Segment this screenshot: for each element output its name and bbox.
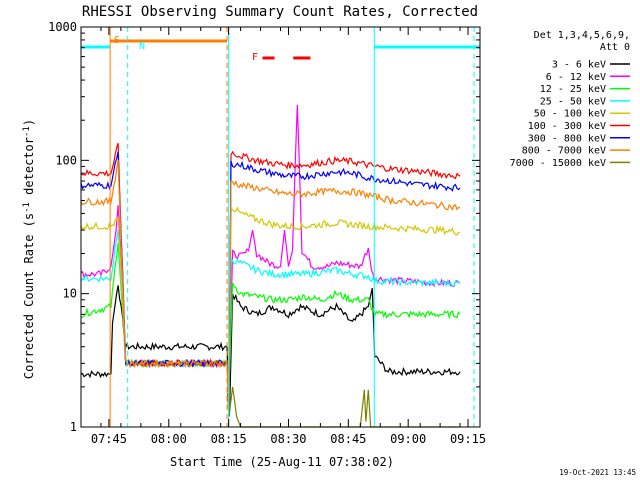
series-line-7000-15000-kev [226, 386, 460, 428]
legend-label-100-300-kev: 100 - 300 keV [528, 121, 606, 132]
x-tick-label-08:30: 08:30 [270, 432, 306, 446]
x-tick-label-08:00: 08:00 [151, 432, 187, 446]
series-line-3-6-kev [80, 285, 461, 417]
series-line-25-50-kev [80, 229, 461, 400]
y-label-part-2: detector [22, 137, 36, 202]
x-tick-label-07:45: 07:45 [91, 432, 127, 446]
y-label-part-3: ) [22, 119, 36, 126]
y-label-exp-1: -1 [22, 202, 32, 213]
series-line-50-100-kev [80, 206, 461, 404]
series-line-6-12-kev [80, 104, 461, 394]
y-tick-label-10: 10 [63, 287, 77, 301]
legend-header-2: Att 0 [600, 42, 630, 53]
x-tick-label-09:15: 09:15 [450, 432, 486, 446]
y-tick-label-1: 1 [70, 420, 77, 434]
legend-label-7000-15000-kev: 7000 - 15000 keV [510, 158, 606, 169]
series-lines [80, 104, 461, 428]
y-tick-label-1000: 1000 [48, 20, 77, 34]
series-line-12-25-kev [80, 243, 461, 387]
legend-label-12-25-kev: 12 - 25 keV [540, 84, 606, 95]
legend-label-3-6-kev: 3 - 6 keV [552, 60, 606, 71]
legend-label-6-12-kev: 6 - 12 keV [546, 72, 606, 83]
annotation-n: N [139, 41, 145, 52]
series-line-800-7000-kev [80, 159, 461, 408]
chart-title: RHESSI Observing Summary Count Rates, Co… [82, 4, 478, 20]
legend-label-50-100-kev: 50 - 100 keV [534, 109, 606, 120]
annotation-f: F [252, 52, 258, 63]
y-label-exp-2: -1 [22, 126, 32, 137]
legend-label-25-50-kev: 25 - 50 keV [540, 96, 606, 107]
annotation-s: S [114, 35, 120, 46]
x-tick-label-08:15: 08:15 [211, 432, 247, 446]
y-tick-label-100: 100 [55, 153, 77, 167]
series-line-100-300-kev [80, 142, 461, 408]
legend-header-1: Det 1,3,4,5,6,9, [534, 30, 630, 41]
x-tick-label-09:00: 09:00 [390, 432, 426, 446]
interval-markers: S N F [81, 27, 480, 427]
legend-label-300-800-kev: 300 - 800 keV [528, 133, 606, 144]
x-axis-label: Start Time (25-Aug-11 07:38:02) [170, 455, 394, 469]
y-label-part-1: Corrected Count Rate (s [22, 213, 36, 379]
svg-text:Corrected Count Rate (s-1 dete: Corrected Count Rate (s-1 detector-1) [22, 119, 36, 379]
generation-date: 19-Oct-2021 13:45 [559, 468, 636, 477]
y-axis-label: Corrected Count Rate (s-1 detector-1) [22, 119, 36, 379]
legend-label-800-7000-kev: 800 - 7000 keV [522, 146, 606, 157]
x-tick-label-08:45: 08:45 [330, 432, 366, 446]
axes: 07:45 08:00 08:15 08:30 08:45 09:00 09:15 1 10 10… [48, 20, 486, 446]
